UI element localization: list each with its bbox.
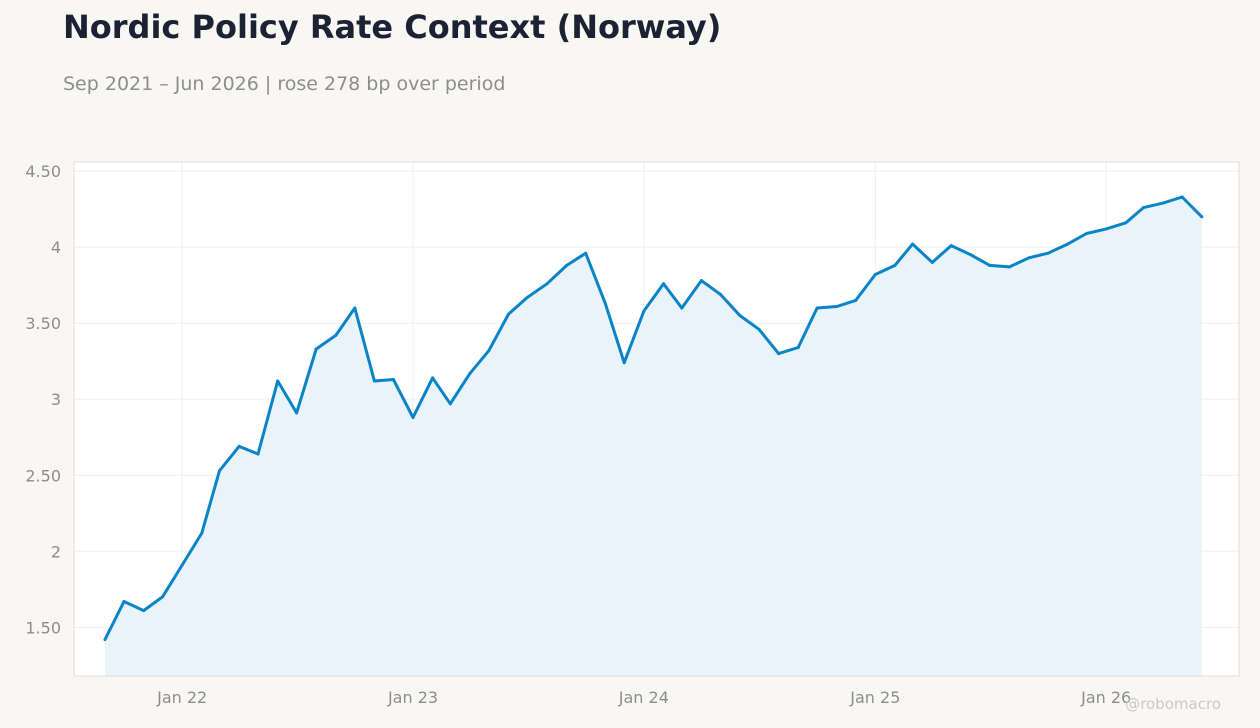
data-point (353, 306, 357, 310)
y-tick-label: 4.50 (25, 162, 61, 181)
data-point (1085, 232, 1089, 235)
series-line (103, 195, 1204, 641)
data-point (431, 376, 435, 380)
data-point (372, 379, 376, 383)
y-axis: 1.50 2 2.50 3 3.50 4 4.50 (25, 162, 61, 637)
data-point (161, 595, 164, 599)
data-point (873, 273, 877, 276)
data-point (142, 609, 146, 613)
data-point (276, 379, 280, 383)
data-point (295, 411, 299, 415)
y-tick-label: 1.50 (25, 618, 61, 637)
data-point (391, 378, 395, 381)
data-point (507, 312, 510, 316)
chart-subtitle: Sep 2021 – Jun 2026 | rose 278 bp over p… (63, 73, 506, 95)
data-point (930, 260, 934, 264)
data-point (777, 352, 781, 356)
chart-title: Nordic Policy Rate Context (Norway) (63, 8, 722, 46)
data-point (411, 416, 415, 419)
data-point (1124, 221, 1128, 225)
y-tick-label: 2 (51, 542, 61, 561)
data-point (565, 263, 569, 267)
data-point (969, 253, 973, 257)
data-point (1007, 265, 1011, 269)
data-point (334, 333, 338, 337)
data-point (218, 469, 221, 473)
data-point (815, 306, 819, 310)
data-point (237, 444, 241, 448)
x-tick-label: Jan 23 (387, 688, 438, 707)
y-tick-label: 2.50 (25, 466, 61, 485)
data-point (718, 292, 722, 296)
data-point (1027, 256, 1031, 260)
x-tick-label: Jan 22 (156, 688, 207, 707)
data-point (487, 349, 491, 353)
data-point (1046, 251, 1050, 255)
x-axis: Jan 22 Jan 23 Jan 24 Jan 25 Jan 26 (156, 688, 1131, 707)
data-point (988, 263, 992, 267)
data-point (314, 347, 318, 351)
data-point (180, 563, 184, 567)
data-point (642, 309, 646, 313)
data-point (545, 282, 549, 286)
data-point (256, 452, 260, 456)
data-point (893, 263, 897, 267)
data-point (103, 638, 107, 641)
x-tick-label: Jan 25 (849, 688, 900, 707)
data-point (1142, 206, 1145, 210)
data-point (662, 282, 665, 286)
data-point (200, 531, 204, 535)
data-point (622, 361, 626, 365)
data-point (603, 301, 607, 305)
data-point (699, 279, 703, 283)
data-point (1066, 242, 1070, 246)
y-tick-label: 4 (51, 238, 61, 257)
data-point (1104, 227, 1108, 231)
x-tick-label: Jan 26 (1080, 688, 1131, 707)
data-point (738, 314, 742, 318)
data-point (854, 298, 858, 302)
data-point (1200, 215, 1204, 219)
data-point (526, 295, 529, 299)
data-point (796, 346, 800, 349)
data-point (122, 600, 126, 603)
data-point (468, 371, 472, 375)
x-tick-label: Jan 24 (618, 688, 669, 707)
y-tick-label: 3.50 (25, 314, 61, 333)
data-point (448, 402, 452, 406)
data-point (680, 306, 684, 310)
watermark: @robomacro (1125, 695, 1221, 713)
data-point (949, 244, 953, 248)
data-point (1180, 195, 1184, 199)
y-tick-label: 3 (51, 390, 61, 409)
data-point (757, 327, 761, 331)
data-points (103, 195, 1204, 641)
data-point (584, 251, 588, 255)
data-point (1161, 201, 1165, 205)
data-point (835, 305, 839, 308)
data-point (911, 242, 915, 246)
area-fill (105, 197, 1202, 676)
plot-frame (73, 161, 1240, 677)
